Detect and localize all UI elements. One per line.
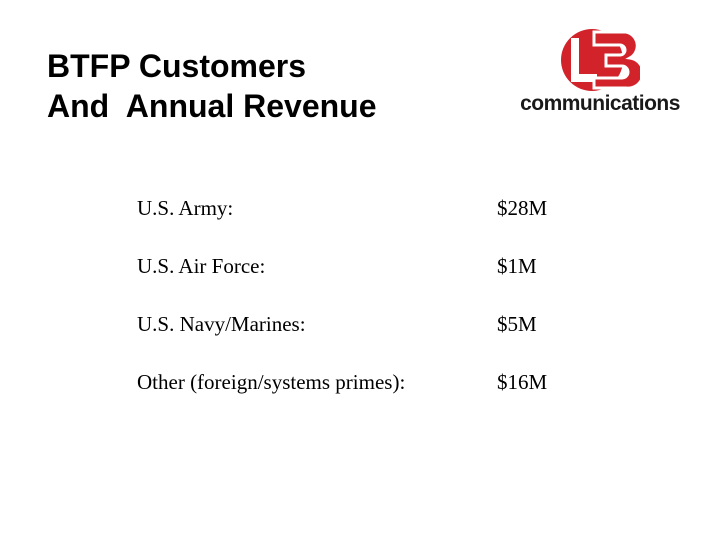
customer-label: U.S. Air Force: xyxy=(137,254,266,278)
list-item: U.S. Army: $28M xyxy=(137,196,597,254)
logo-wordmark: communications xyxy=(520,92,680,115)
title-line-2: And Annual Revenue xyxy=(47,88,377,124)
customer-label: U.S. Army: xyxy=(137,196,234,220)
list-item: U.S. Air Force: $1M xyxy=(137,254,597,312)
list-item: U.S. Navy/Marines: $5M xyxy=(137,312,597,370)
revenue-value: $16M xyxy=(497,370,548,394)
revenue-value: $1M xyxy=(497,254,537,278)
revenue-value: $5M xyxy=(497,312,537,336)
customer-revenue-list: U.S. Army: $28M U.S. Air Force: $1M U.S.… xyxy=(137,196,597,428)
l3-communications-logo: communications xyxy=(512,28,688,124)
title-line-1: BTFP Customers xyxy=(47,48,307,84)
l3-logo-mark-icon xyxy=(561,29,640,91)
list-item: Other (foreign/systems primes): $16M xyxy=(137,370,597,428)
page-title: BTFP Customers And Annual Revenue xyxy=(47,46,377,126)
customer-label: Other (foreign/systems primes): xyxy=(137,370,406,394)
revenue-value: $28M xyxy=(497,196,548,220)
customer-label: U.S. Navy/Marines: xyxy=(137,312,306,336)
